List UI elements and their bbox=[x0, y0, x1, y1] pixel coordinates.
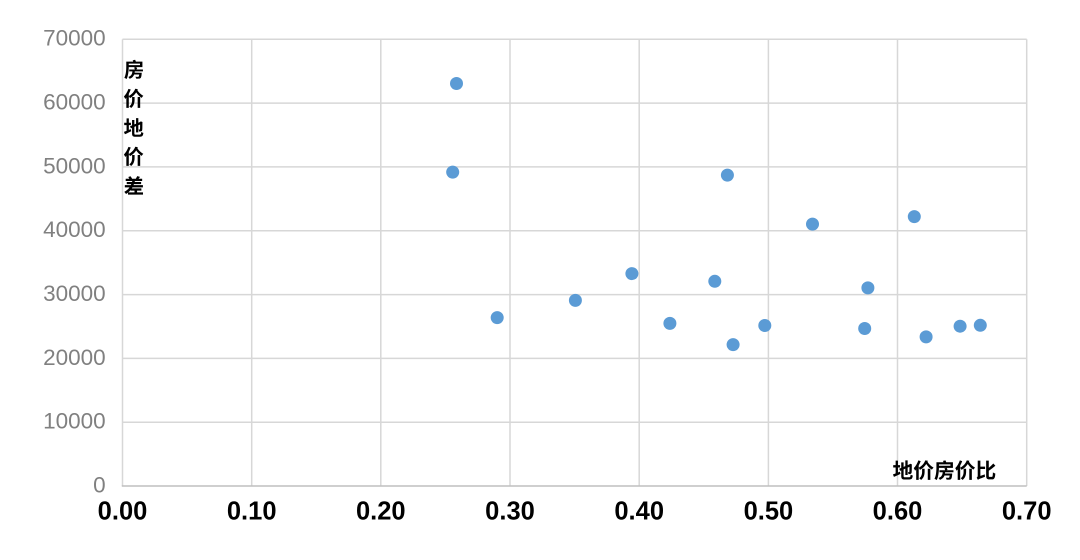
svg-text:60000: 60000 bbox=[43, 90, 106, 115]
svg-text:0.00: 0.00 bbox=[98, 498, 148, 526]
svg-text:30000: 30000 bbox=[43, 281, 106, 306]
svg-text:0.60: 0.60 bbox=[873, 498, 923, 526]
svg-text:0.20: 0.20 bbox=[356, 498, 406, 526]
svg-text:20000: 20000 bbox=[43, 345, 106, 370]
svg-text:10000: 10000 bbox=[43, 409, 106, 434]
svg-text:0: 0 bbox=[93, 472, 106, 497]
svg-text:40000: 40000 bbox=[43, 217, 106, 242]
svg-text:0.10: 0.10 bbox=[227, 498, 277, 526]
svg-text:70000: 70000 bbox=[43, 26, 106, 51]
svg-text:0.40: 0.40 bbox=[614, 498, 664, 526]
svg-text:0.70: 0.70 bbox=[1002, 498, 1052, 526]
svg-text:50000: 50000 bbox=[43, 153, 106, 178]
svg-text:0.30: 0.30 bbox=[485, 498, 535, 526]
svg-text:0.50: 0.50 bbox=[744, 498, 794, 526]
